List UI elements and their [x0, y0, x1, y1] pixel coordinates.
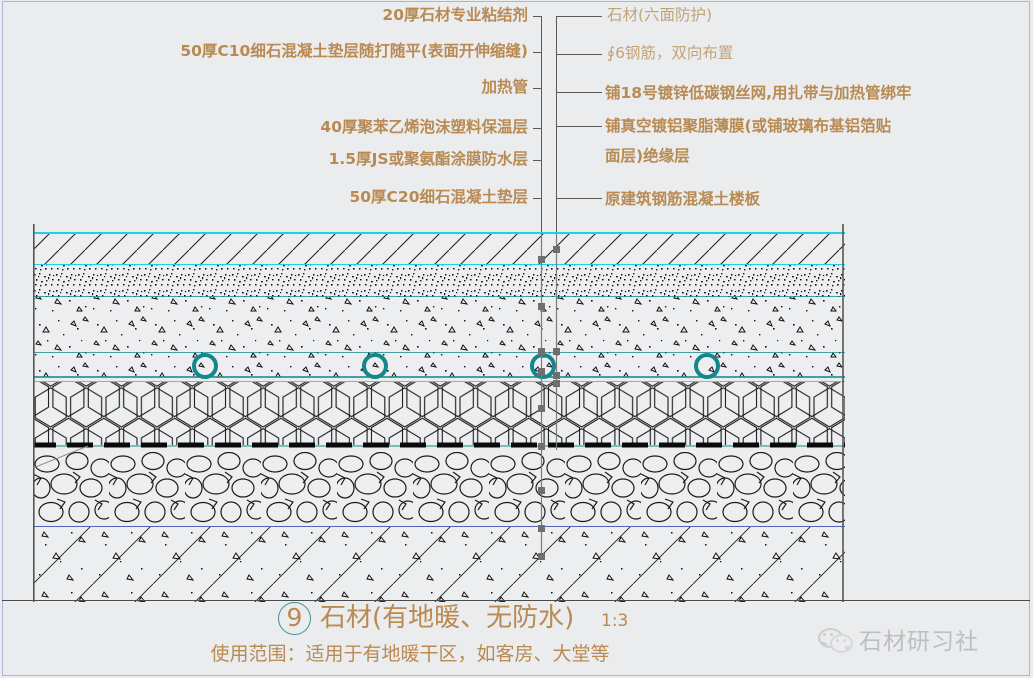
- section-drawing: [33, 224, 845, 602]
- label-left-4: 1.5厚JS或聚氨酯涂膜防水层: [328, 150, 528, 168]
- layer-c10-screed: [33, 297, 845, 383]
- caption-divider: [2, 600, 1030, 601]
- leader-tick-left-0: [533, 16, 541, 17]
- label-left-2: 加热管: [481, 78, 528, 96]
- leader-tick-left-5: [533, 198, 541, 199]
- label-right-2: 铺18号镀锌低碳钢丝网,用扎带与加热管绑牢: [605, 84, 912, 102]
- leader-tick-left-1: [533, 52, 541, 53]
- label-right-3: 铺真空镀铝聚脂薄膜(或铺玻璃布基铝箔贴: [605, 117, 892, 135]
- layer-structural-slab: [33, 527, 845, 602]
- watermark-text: 石材研习社: [859, 629, 979, 655]
- leader-tick-right-0: [556, 16, 602, 17]
- leader-tick-left-2: [533, 88, 541, 89]
- layer-polystyrene-insulation: [33, 382, 845, 445]
- layer-c20-screed: [33, 450, 845, 528]
- membrane-leader: [33, 445, 89, 469]
- label-right-4: 面层)绝缘层: [605, 147, 690, 165]
- caption-subtitle: 使用范围：适用于有地暖干区，如客房、大堂等: [210, 643, 610, 665]
- label-left-5: 50厚C20细石混凝土垫层: [349, 188, 528, 206]
- label-left-1: 50厚C10细石混凝土垫层随打随平(表面开伸缩缝): [180, 42, 528, 60]
- watermark: 石材研习社: [818, 622, 979, 656]
- layer-waterproof-membrane: [33, 442, 845, 448]
- label-right-1: ∮6钢筋，双向布置: [607, 44, 734, 62]
- leader-tick-right-1: [556, 54, 602, 55]
- detail-number: 9: [286, 603, 303, 632]
- detail-number-badge: 9: [278, 602, 311, 635]
- label-right-0: 石材(六面防护): [607, 6, 713, 24]
- layer-stone-adhesive: [33, 265, 845, 298]
- layer-stone-slab: [33, 232, 845, 266]
- leader-tick-right-4: [556, 198, 602, 199]
- label-right-5: 原建筑钢筋混凝土楼板: [605, 190, 761, 208]
- caption-scale: 1:3: [601, 611, 629, 631]
- leader-spine-left: [541, 16, 542, 234]
- label-left-0: 20厚石材专业粘结剂: [382, 6, 528, 24]
- leader-tick-right-3: [556, 126, 602, 127]
- leader-tick-right-2: [556, 92, 602, 93]
- label-left-3: 40厚聚苯乙烯泡沫塑料保温层: [320, 118, 528, 136]
- caption-title: 石材(有地暖、无防水): [320, 603, 575, 633]
- leader-spine-right: [556, 16, 557, 234]
- wechat-icon: [818, 627, 853, 653]
- leader-tick-left-3: [533, 128, 541, 129]
- heating-pipes: [192, 353, 720, 379]
- leader-tick-left-4: [533, 160, 541, 161]
